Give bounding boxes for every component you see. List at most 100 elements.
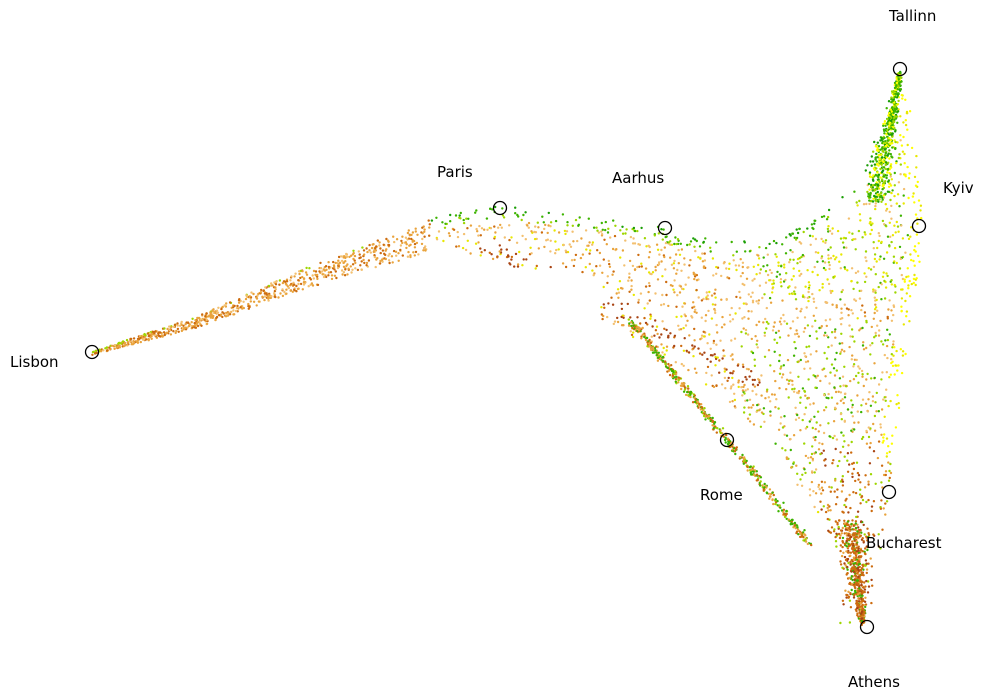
scatter-point (834, 520, 837, 523)
scatter-point (333, 274, 337, 277)
scatter-point (753, 378, 756, 382)
scatter-point (880, 298, 883, 301)
scatter-point (863, 600, 867, 603)
scatter-point (729, 320, 732, 323)
scatter-point (664, 268, 667, 271)
scatter-point (895, 220, 898, 224)
scatter-point (191, 317, 194, 320)
scatter-point (733, 450, 737, 453)
scatter-point (872, 288, 875, 291)
scatter-point (793, 292, 797, 296)
scatter-point (857, 600, 861, 603)
scatter-point (874, 202, 877, 205)
scatter-point (901, 277, 905, 281)
scatter-point (840, 348, 844, 351)
scatter-point (841, 445, 845, 448)
scatter-point (606, 231, 610, 234)
scatter-point (855, 358, 858, 362)
scatter-point (704, 383, 708, 386)
scatter-point (891, 364, 895, 368)
scatter-point (729, 387, 733, 390)
scatter-point (204, 315, 207, 318)
scatter-point (744, 250, 747, 253)
scatter-point (857, 551, 861, 554)
scatter-point (866, 580, 870, 583)
scatter-point (852, 363, 856, 366)
scatter-point (449, 213, 452, 217)
scatter-point (891, 124, 894, 127)
scatter-point (702, 297, 705, 301)
scatter-point (884, 339, 887, 342)
scatter-point (769, 495, 772, 498)
scatter-point (832, 275, 835, 279)
scatter-point (747, 266, 750, 269)
scatter-point (388, 261, 391, 265)
scatter-point (257, 300, 261, 303)
scatter-point (879, 255, 882, 258)
scatter-point (741, 453, 744, 457)
scatter-point (408, 244, 411, 247)
scatter-point (838, 377, 842, 380)
scatter-point (889, 462, 892, 466)
scatter-point (901, 288, 904, 291)
scatter-point (172, 330, 175, 333)
scatter-point (416, 233, 419, 236)
scatter-point (737, 379, 740, 382)
scatter-point (145, 338, 148, 341)
scatter-point (244, 297, 248, 301)
scatter-point (881, 198, 884, 201)
city-labels-layer: Tallinn Kyiv Paris Aarhus Lisbon Rome Bu… (10, 7, 974, 691)
scatter-point (894, 231, 897, 234)
scatter-point (755, 273, 758, 276)
scatter-point (289, 279, 292, 282)
scatter-point (861, 613, 865, 616)
scatter-point (728, 400, 732, 404)
scatter-point (611, 303, 615, 306)
scatter-point (885, 388, 888, 391)
scatter-point (752, 465, 755, 468)
scatter-point (871, 176, 875, 179)
scatter-point (757, 257, 761, 260)
scatter-point (896, 110, 900, 113)
scatter-point (553, 229, 556, 232)
scatter-point (386, 239, 390, 242)
scatter-point (678, 253, 682, 256)
scatter-point (677, 376, 680, 379)
scatter-point (831, 303, 834, 306)
scatter-point (886, 356, 889, 360)
scatter-point (850, 328, 854, 331)
scatter-point (154, 334, 157, 337)
scatter-point (770, 393, 774, 396)
scatter-point (566, 221, 569, 224)
scatter-point (861, 435, 865, 439)
scatter-point (855, 609, 858, 613)
scatter-point (753, 277, 756, 281)
scatter-point (890, 361, 893, 365)
scatter-point (902, 202, 905, 205)
scatter-point (895, 81, 899, 85)
scatter-point (883, 136, 886, 140)
scatter-point (899, 84, 902, 87)
scatter-point (905, 292, 908, 295)
scatter-point (255, 304, 258, 307)
scatter-point (720, 383, 724, 386)
scatter-point (889, 198, 892, 202)
scatter-point (827, 509, 830, 512)
scatter-point (703, 407, 706, 410)
scatter-point (813, 415, 816, 418)
scatter-point (293, 283, 296, 286)
scatter-point (811, 270, 814, 274)
scatter-point (867, 535, 870, 539)
scatter-point (859, 569, 862, 572)
scatter-point (762, 407, 766, 410)
scatter-point (329, 271, 333, 274)
scatter-point (321, 270, 324, 273)
scatter-point (406, 231, 410, 235)
scatter-point (352, 249, 355, 252)
scatter-point (363, 261, 366, 265)
scatter-point (796, 316, 799, 319)
scatter-point (865, 568, 869, 571)
scatter-point (591, 241, 595, 244)
scatter-point (765, 320, 769, 324)
scatter-point (669, 256, 672, 259)
